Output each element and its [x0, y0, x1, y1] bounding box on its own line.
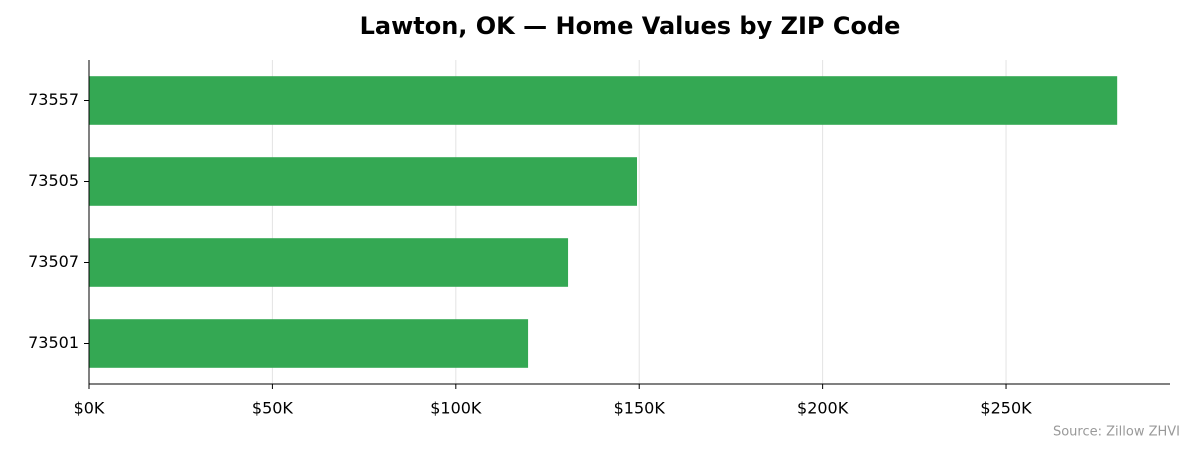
y-tick-label: 73501	[28, 333, 79, 352]
x-tick-label: $50K	[252, 399, 294, 418]
y-tick-label: 73507	[28, 252, 79, 271]
chart-title: Lawton, OK — Home Values by ZIP Code	[360, 12, 901, 40]
x-tick-label: $150K	[614, 399, 666, 418]
x-tick-label: $100K	[430, 399, 482, 418]
bar	[89, 238, 569, 287]
x-tick-label: $200K	[797, 399, 849, 418]
x-tick-label: $0K	[74, 399, 105, 418]
source-note: Source: Zillow ZHVI	[1053, 425, 1180, 440]
bar	[89, 76, 1118, 125]
bar	[89, 319, 529, 368]
y-tick-label: 73505	[28, 171, 79, 190]
bar	[89, 157, 638, 206]
y-tick-label: 73557	[28, 90, 79, 109]
x-tick-label: $250K	[980, 399, 1032, 418]
